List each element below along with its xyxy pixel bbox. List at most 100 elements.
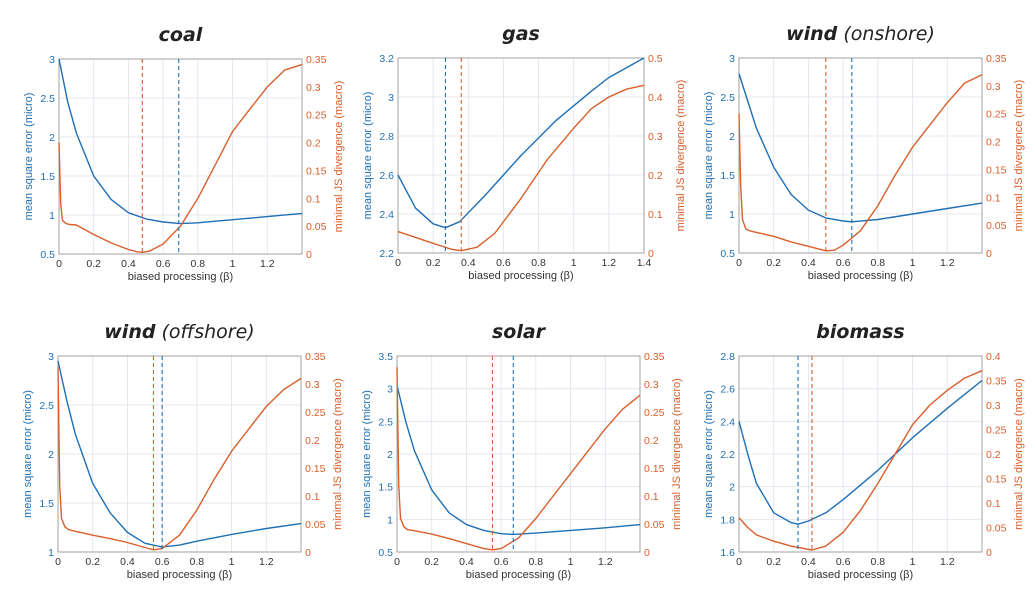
left-y-tick-label: 2.5 [378, 416, 393, 428]
right-y-tick-label: 0.35 [306, 54, 327, 66]
x-tick-label: 1 [571, 257, 577, 269]
left-y-tick-label: 1.5 [39, 498, 54, 510]
x-axis-label: biased processing (β) [808, 569, 913, 581]
right-y-axis-label: minimal JS divergence (macro) [333, 81, 345, 233]
chart-title: gas [502, 23, 540, 45]
left-y-tick-label: 2.4 [379, 209, 394, 221]
left-y-tick-label: 3 [48, 351, 54, 363]
x-tick-label: 0 [394, 556, 400, 568]
x-axis-label: biased processing (β) [128, 271, 233, 283]
right-y-tick-label: 0 [305, 547, 311, 559]
chart-title-suffix: (onshore) [837, 23, 935, 45]
js-series-line [58, 63, 303, 253]
right-y-axis-label: minimal JS divergence (macro) [1013, 378, 1025, 530]
left-y-tick-label: 2 [729, 482, 735, 494]
x-tick-label: 0.2 [766, 257, 781, 269]
left-y-tick-label: 1.5 [378, 482, 393, 494]
left-y-tick-label: 1 [387, 514, 393, 526]
x-tick-label: 0.4 [801, 257, 816, 269]
left-y-axis-label: mean square error (micro) [23, 93, 35, 221]
left-y-tick-label: 2.2 [379, 248, 394, 260]
x-tick-label: 1.2 [602, 257, 617, 269]
left-y-tick-label: 2 [729, 131, 735, 143]
right-y-tick-label: 0.2 [986, 449, 1001, 461]
x-tick-label: 0.6 [494, 556, 509, 568]
right-y-tick-label: 0.15 [986, 164, 1007, 176]
right-y-axis-label: minimal JS divergence (macro) [675, 80, 687, 232]
x-tick-label: 0.2 [766, 556, 781, 568]
chart-title: solar [492, 321, 547, 343]
chart-title: coal [159, 24, 203, 46]
x-tick-label: 0.2 [424, 556, 439, 568]
x-tick-label: 0 [55, 556, 61, 568]
chart-panel-biomass: 0 0.2 0.4 0.6 0.8 1 1.2 1.6 1.8 2 2.2 2.4 2.6 2.8 0 0.0… [703, 321, 1025, 581]
left-y-tick-label: 2 [49, 132, 55, 144]
right-y-tick-label: 0.3 [306, 82, 321, 94]
x-tick-label: 0.6 [496, 257, 511, 269]
right-y-tick-label: 0.25 [986, 109, 1007, 121]
x-tick-label: 0 [736, 257, 742, 269]
right-y-tick-label: 0.35 [986, 376, 1007, 388]
js-series-line [738, 74, 983, 252]
right-y-tick-label: 0.2 [305, 435, 320, 447]
right-y-axis-label: minimal JS divergence (macro) [1013, 80, 1025, 232]
left-y-tick-label: 3 [387, 384, 393, 396]
mse-series-line [58, 58, 303, 225]
chart-title-main: wind [786, 23, 838, 45]
right-y-tick-label: 0.15 [644, 463, 665, 475]
right-y-tick-label: 0.35 [986, 53, 1007, 65]
right-y-tick-label: 0 [986, 248, 992, 260]
left-y-tick-label: 0.5 [40, 249, 55, 261]
chart-title-suffix: (offshore) [155, 321, 254, 343]
right-y-tick-label: 0.25 [986, 425, 1007, 437]
right-y-tick-label: 0.3 [986, 81, 1001, 93]
plot-frame [57, 355, 302, 553]
x-tick-label: 1 [910, 257, 916, 269]
right-y-tick-label: 0.15 [305, 463, 326, 475]
x-tick-label: 1.2 [260, 258, 275, 270]
chart-title: biomass [816, 321, 904, 343]
mse-series-line [738, 379, 983, 525]
plot-frame [738, 57, 983, 254]
x-tick-label: 0.8 [531, 257, 546, 269]
left-y-tick-label: 2.5 [720, 92, 735, 104]
x-tick-label: 1.2 [940, 556, 955, 568]
x-tick-label: 0.6 [156, 258, 171, 270]
chart-title: wind (offshore) [104, 321, 254, 343]
left-y-tick-label: 3 [729, 53, 735, 65]
mse-series-line [738, 73, 983, 223]
x-tick-label: 0.4 [120, 556, 135, 568]
left-y-tick-label: 2 [48, 449, 54, 461]
right-y-tick-label: 0.1 [648, 209, 663, 221]
left-y-tick-label: 3 [49, 54, 55, 66]
right-y-tick-label: 0.1 [305, 491, 320, 503]
right-y-tick-label: 0.3 [986, 400, 1001, 412]
plot-frame [397, 57, 645, 254]
x-tick-label: 0.8 [190, 556, 205, 568]
x-tick-label: 0.6 [836, 556, 851, 568]
x-axis-label: biased processing (β) [468, 270, 573, 282]
x-tick-label: 0.8 [529, 556, 544, 568]
right-y-tick-label: 0 [986, 547, 992, 559]
right-y-tick-label: 0.4 [986, 351, 1001, 363]
x-axis-label: biased processing (β) [808, 270, 913, 282]
left-y-tick-label: 1.5 [40, 171, 55, 183]
x-tick-label: 1 [568, 556, 574, 568]
x-tick-label: 0.8 [871, 556, 886, 568]
chart-title-main: biomass [816, 321, 904, 343]
right-y-tick-label: 0.05 [305, 519, 326, 531]
x-tick-label: 0.6 [155, 556, 170, 568]
x-tick-label: 0.6 [836, 257, 851, 269]
left-y-tick-label: 2.6 [379, 170, 394, 182]
left-y-tick-label: 1 [48, 547, 54, 559]
chart-panel-wind-onshore: 0 0.2 0.4 0.6 0.8 1 1.2 0.5 1 1.5 2 2.5 3 0 0.05 0.1 0.1… [703, 23, 1025, 282]
right-y-tick-label: 0.05 [306, 221, 327, 233]
chart-title-main: solar [492, 321, 547, 343]
js-series-line [397, 84, 645, 252]
js-series-line [738, 370, 983, 551]
right-y-tick-label: 0.3 [648, 131, 663, 143]
right-y-tick-label: 0.2 [644, 435, 659, 447]
x-tick-label: 1 [910, 556, 916, 568]
js-series-line [57, 367, 302, 551]
chart-title-main: gas [502, 23, 540, 45]
